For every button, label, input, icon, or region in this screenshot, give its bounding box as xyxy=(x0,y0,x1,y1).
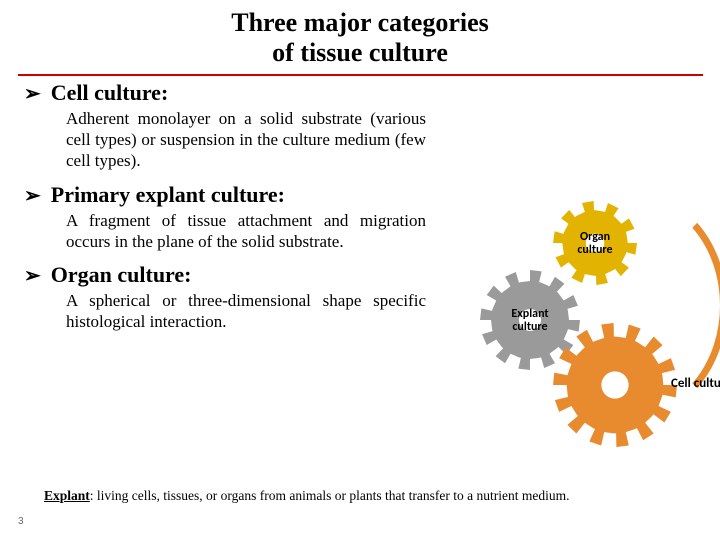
bullet-body-text: Adherent monolayer on a solid substrate … xyxy=(66,108,426,172)
bullet-organ-culture: ➢ Organ culture: A spherical or three-di… xyxy=(24,262,454,333)
gear-label-cell: Cell culture xyxy=(671,377,720,391)
bullet-body-text: A spherical or three-dimensional shape s… xyxy=(66,290,426,333)
bullet-arrow-icon: ➢ xyxy=(24,84,41,104)
gear-label-explant: Explant culture xyxy=(493,308,568,334)
title-line-1: Three major categories xyxy=(231,8,489,37)
bullet-head-text: Cell culture: xyxy=(51,80,169,106)
bullet-head: ➢ Primary explant culture: xyxy=(24,182,454,208)
bullet-head: ➢ Cell culture: xyxy=(24,80,454,106)
footnote: Explant: living cells, tissues, or organ… xyxy=(44,488,569,504)
bullet-head-text: Primary explant culture: xyxy=(51,182,285,208)
bullet-arrow-icon: ➢ xyxy=(24,186,41,206)
bullet-head-text: Organ culture: xyxy=(51,262,192,288)
bullet-head: ➢ Organ culture: xyxy=(24,262,454,288)
gear-label-organ: Organ culture xyxy=(564,231,627,257)
slide-title: Three major categories of tissue culture xyxy=(0,0,720,68)
bullet-body-text: A fragment of tissue attachment and migr… xyxy=(66,210,426,253)
footnote-term: Explant xyxy=(44,488,90,503)
bullet-primary-explant: ➢ Primary explant culture: A fragment of… xyxy=(24,182,454,253)
bullet-arrow-icon: ➢ xyxy=(24,266,41,286)
page-number: 3 xyxy=(18,516,24,527)
bullet-cell-culture: ➢ Cell culture: Adherent monolayer on a … xyxy=(24,80,454,172)
title-line-2: of tissue culture xyxy=(272,38,448,67)
gear-diagram: Organ culture Explant culture Cell cultu… xyxy=(440,195,720,445)
footnote-text: : living cells, tissues, or organs from … xyxy=(90,488,570,503)
